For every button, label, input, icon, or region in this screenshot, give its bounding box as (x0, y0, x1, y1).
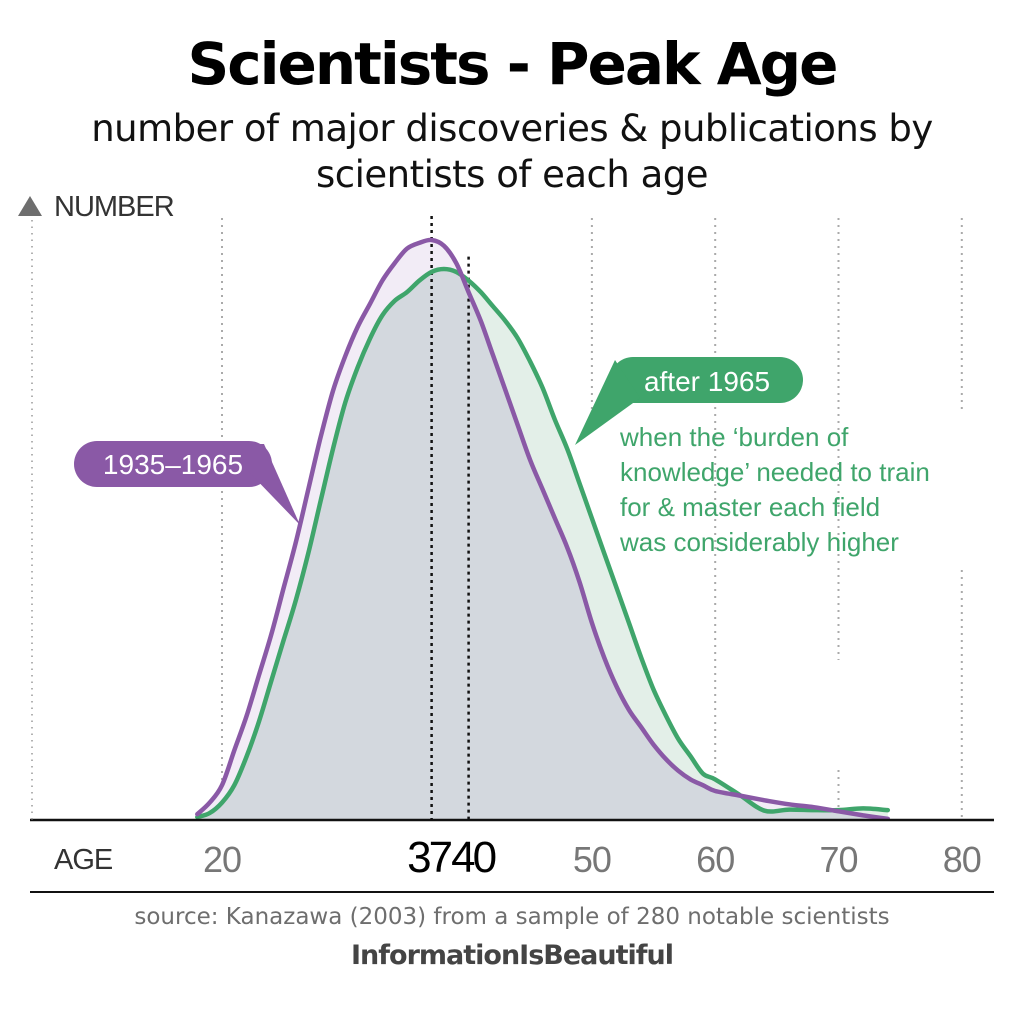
series-lines (195, 237, 891, 822)
x-tick-label-40: 40 (451, 833, 495, 882)
callout-note-line-0: when the ‘burden of (619, 422, 849, 452)
callout-1935-1965: 1935–1965 (74, 441, 300, 525)
callout-after-1965-note: when the ‘burden of knowledge’ needed to … (619, 422, 930, 557)
callout-after-1965: after 1965 when the ‘burden of knowledge’… (575, 357, 930, 557)
peak-markers (430, 216, 470, 820)
credit-logo: InformationIsBeautiful (351, 940, 674, 971)
x-tick-label-20: 20 (203, 839, 241, 880)
x-tick-label-50: 50 (573, 839, 611, 880)
series-line-after-1965 (195, 266, 891, 820)
callout-note-line-2: for & master each field (620, 492, 880, 522)
callout-note-line-1: knowledge’ needed to train (620, 457, 930, 487)
y-axis-label: NUMBER (54, 191, 174, 223)
area-overlap (197, 269, 888, 820)
x-tick-label-37: 37 (407, 833, 451, 882)
callout-after-1965-badge (610, 357, 803, 403)
chart-subtitle: number of major discoveries & publicatio… (91, 107, 933, 196)
series-line-1935-1965 (195, 237, 891, 822)
source-note: source: Kanazawa (2003) from a sample of… (134, 904, 890, 930)
callout-after-1965-label: after 1965 (644, 366, 770, 397)
x-axis-label: AGE (54, 844, 113, 876)
x-tick-label-60: 60 (696, 839, 734, 880)
areas (197, 239, 888, 820)
chart-title: Scientists - Peak Age (187, 30, 839, 98)
x-tick-labels: 20 37 40 50 60 70 80 (203, 833, 982, 882)
x-tick-label-80: 80 (943, 839, 981, 880)
callout-after-1965-pointer (575, 360, 640, 445)
y-axis-arrow-icon (18, 196, 42, 216)
callout-1935-1965-label: 1935–1965 (103, 449, 243, 480)
callout-1935-1965-badge (74, 441, 272, 487)
callout-note-line-3: was considerably higher (619, 527, 899, 557)
x-tick-label-70: 70 (819, 839, 857, 880)
callout-1935-1965-pointer (222, 444, 300, 525)
